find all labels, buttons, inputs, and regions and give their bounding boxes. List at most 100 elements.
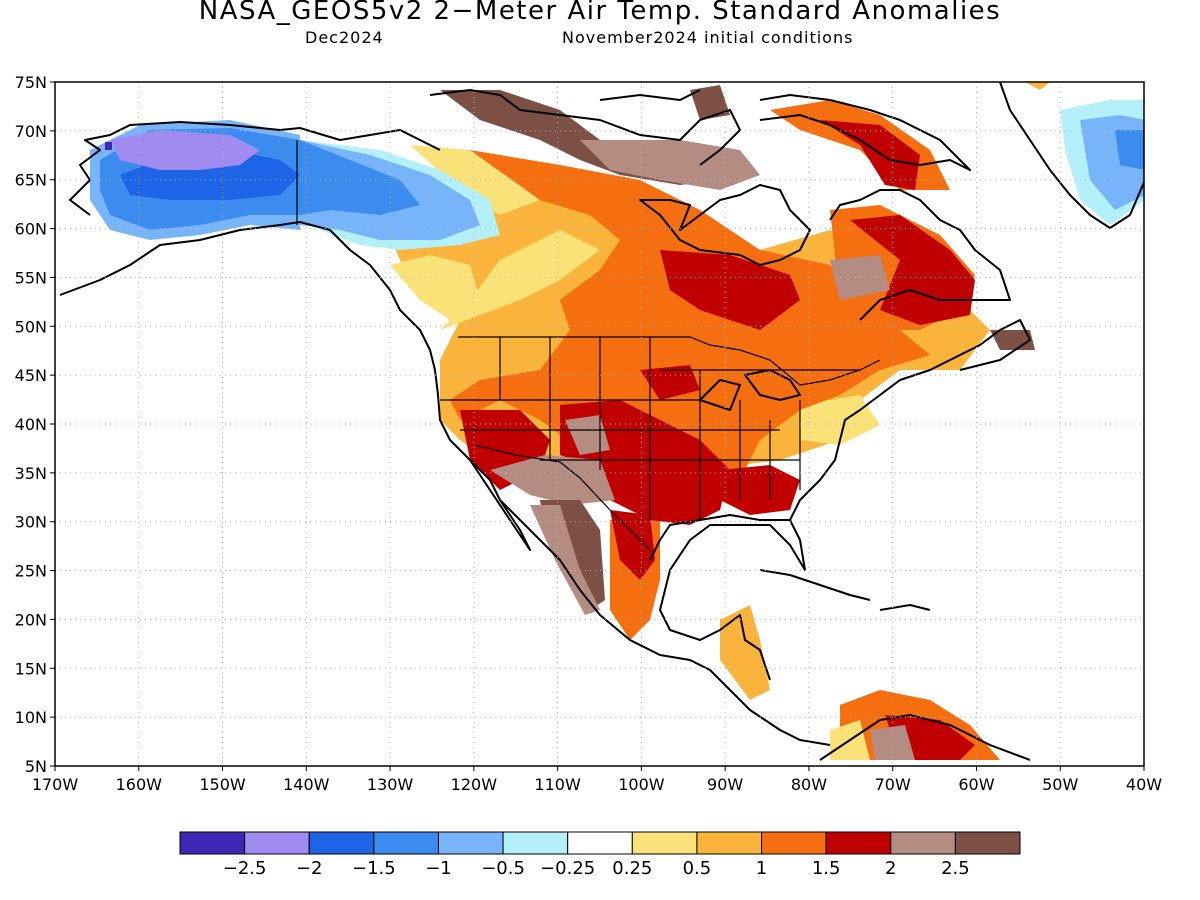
field-lilac-alaska [110, 130, 260, 170]
coast-hudson-bay [639, 184, 811, 266]
lat-label: 55N [15, 268, 47, 287]
borders [296, 140, 881, 551]
state-lines [440, 337, 860, 520]
colorbar-swatch [437, 831, 504, 855]
colorbar-labels: −2.5 −2 −1.5 −1 −0.5 −0.25 0.25 0.5 1 1.5 2 2.5 [223, 858, 970, 879]
colorbar-swatch [244, 831, 310, 855]
colorbar-label: 0.5 [683, 858, 712, 879]
field-red-baffin [820, 120, 920, 190]
field-orange-central-am [720, 605, 770, 700]
colorbar-swatch [890, 831, 956, 855]
field-purple-alaska [105, 142, 112, 150]
field-tan-mexico [530, 505, 600, 615]
field-red-greatlakes [640, 365, 700, 400]
coast-baja [469, 459, 531, 551]
lat-label: 5N [25, 757, 47, 776]
field-red-mexico [610, 510, 655, 580]
field-medblue-greenland [1115, 130, 1144, 170]
coast-alaska-west [69, 121, 441, 216]
colorbar-label: −0.5 [481, 858, 525, 879]
border-us-canada [458, 336, 881, 386]
lat-label: 25N [15, 562, 47, 581]
lat-label: 30N [15, 513, 47, 532]
border-us-mexico [474, 444, 651, 551]
colorbar-swatch [567, 831, 633, 855]
lat-label: 35N [15, 464, 47, 483]
valid-month-label: Dec2024 [305, 28, 384, 47]
lon-label: 120W [451, 775, 498, 794]
lon-label: 110W [534, 775, 581, 794]
map-title: NASA_GEOS5v2 2−Meter Air Temp. Standard … [198, 0, 1002, 26]
field-tan-fourcorners [565, 415, 610, 455]
colorbar-label: −1.5 [352, 858, 396, 879]
field-brown-baffin [690, 85, 730, 120]
field-tan-southwest [490, 455, 615, 505]
lat-label: 60N [15, 220, 47, 239]
lon-label: 40W [1126, 775, 1162, 794]
lon-label: 70W [875, 775, 911, 794]
field-yellow-bc [390, 255, 480, 320]
init-conditions-label: November2024 initial conditions [562, 28, 854, 47]
coast-greenland [999, 82, 1144, 229]
coast-labrador [829, 189, 1011, 321]
colorbar-swatch [954, 831, 1021, 855]
field-tan-arctic [580, 140, 760, 190]
lon-label: 150W [199, 775, 246, 794]
lon-label: 170W [32, 775, 79, 794]
field-orange-greenland-tip [1025, 82, 1050, 90]
coast-hispaniola [879, 604, 931, 611]
lat-label: 65N [15, 171, 47, 190]
colorbar-label: 1.5 [812, 858, 841, 879]
coast-arctic-islands [429, 89, 741, 166]
colorbar-label: 0.25 [612, 858, 652, 879]
anomaly-fields [90, 82, 1144, 760]
lat-labels: 75N 70N 65N 60N 55N 50N 45N 40N 35N 30N 25N 20N 15N 1… [15, 73, 47, 776]
lat-label: 10N [15, 708, 47, 727]
lon-label: 60W [958, 775, 994, 794]
colorbar-label: −1 [425, 858, 452, 879]
colorbar-swatch [761, 831, 827, 855]
colorbar-label: −2.5 [223, 858, 267, 879]
lat-label: 70N [15, 122, 47, 141]
colorbar-label: −2 [296, 858, 323, 879]
lat-label: 45N [15, 366, 47, 385]
colorbar-swatch [696, 831, 763, 855]
colorbar-label: 1 [756, 858, 767, 879]
colorbar-label: −0.25 [540, 858, 595, 879]
coast-atlantic [789, 319, 1031, 521]
axis-ticks [50, 81, 1145, 771]
field-red-labrador [850, 215, 975, 325]
field-yellow-west [440, 230, 600, 330]
colorbar-swatch [502, 831, 569, 855]
coastlines [59, 82, 1144, 761]
coast-cuba [759, 569, 871, 601]
lat-label: 75N [15, 73, 47, 92]
colorbar-swatch [631, 831, 698, 855]
field-red-canada [660, 250, 800, 330]
colorbar-swatch [179, 831, 246, 855]
lat-label: 40N [15, 415, 47, 434]
coast-baffin [759, 94, 971, 171]
colorbar-label: 2 [885, 858, 896, 879]
colorbar-label: 2.5 [941, 858, 970, 879]
lon-label: 160W [116, 775, 163, 794]
lon-label: 140W [283, 775, 330, 794]
lat-label: 20N [15, 610, 47, 629]
colorbar-swatch [308, 831, 375, 855]
lon-label: 50W [1042, 775, 1078, 794]
lon-label: 100W [618, 775, 665, 794]
lat-label: 15N [15, 659, 47, 678]
coast-gulf [649, 514, 806, 681]
lon-labels: 170W 160W 150W 140W 130W 120W 110W 100W 90W 80W 70… [32, 775, 1162, 794]
lat-label: 50N [15, 317, 47, 336]
lon-label: 90W [707, 775, 743, 794]
lon-label: 130W [367, 775, 414, 794]
coast-south-america [819, 714, 1031, 761]
field-yellow-east [800, 395, 880, 445]
colorbar-swatch [825, 831, 892, 855]
grid [55, 82, 1144, 766]
colorbar-swatch [373, 831, 439, 855]
lon-label: 80W [791, 775, 827, 794]
colorbar [179, 831, 1021, 855]
